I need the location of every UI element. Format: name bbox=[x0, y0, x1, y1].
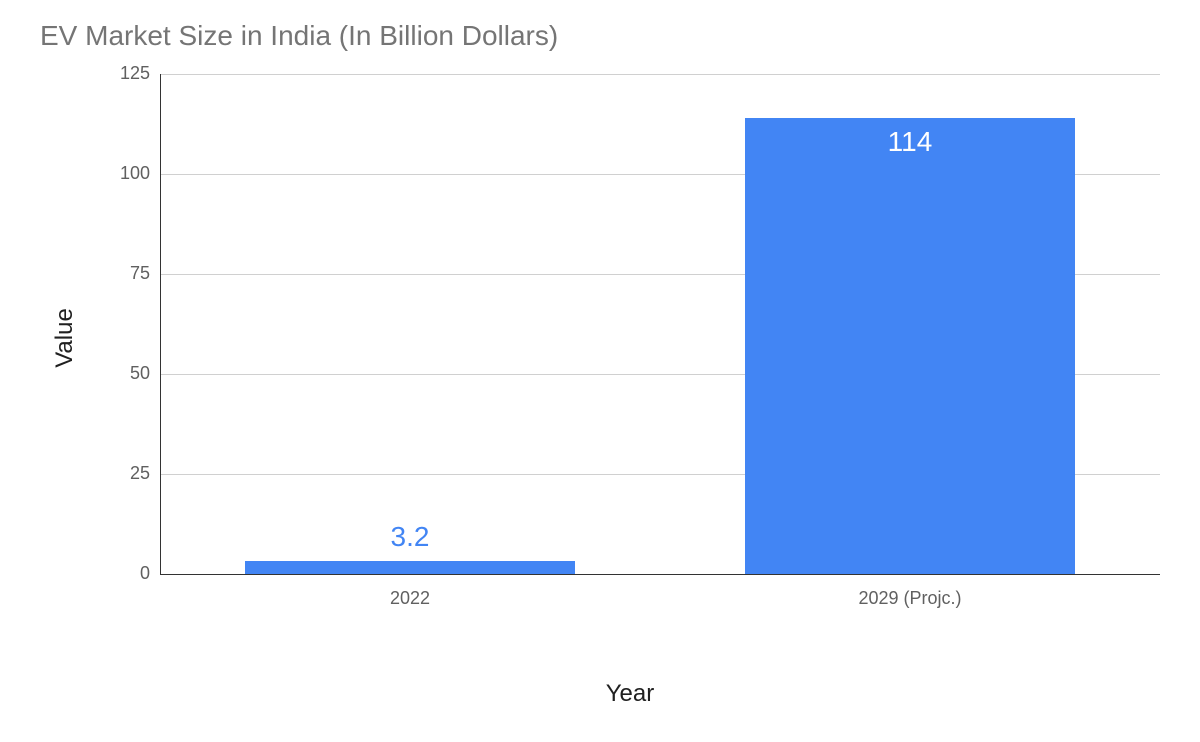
x-tick-label: 2029 (Projc.) bbox=[660, 588, 1160, 609]
value-label-2022: 3.2 bbox=[245, 521, 575, 553]
x-tick-label: 2022 bbox=[160, 588, 660, 609]
y-axis-line bbox=[160, 74, 161, 574]
y-axis-title: Value bbox=[51, 308, 79, 368]
value-label-2029: 114 bbox=[745, 126, 1075, 158]
y-tick-label: 125 bbox=[90, 63, 150, 84]
y-tick-label: 75 bbox=[90, 263, 150, 284]
y-tick-label: 0 bbox=[90, 563, 150, 584]
chart-container: EV Market Size in India (In Billion Doll… bbox=[0, 0, 1200, 742]
y-tick-label: 100 bbox=[90, 163, 150, 184]
x-axis-title: Year bbox=[606, 680, 655, 708]
bar-2022 bbox=[245, 561, 575, 574]
y-tick-label: 25 bbox=[90, 463, 150, 484]
x-axis-line bbox=[160, 574, 1160, 575]
bar-2029 bbox=[745, 118, 1075, 574]
y-tick-label: 50 bbox=[90, 363, 150, 384]
gridline bbox=[160, 74, 1160, 75]
plot-area: 3.2 114 bbox=[160, 74, 1160, 574]
chart-title: EV Market Size in India (In Billion Doll… bbox=[40, 20, 558, 52]
